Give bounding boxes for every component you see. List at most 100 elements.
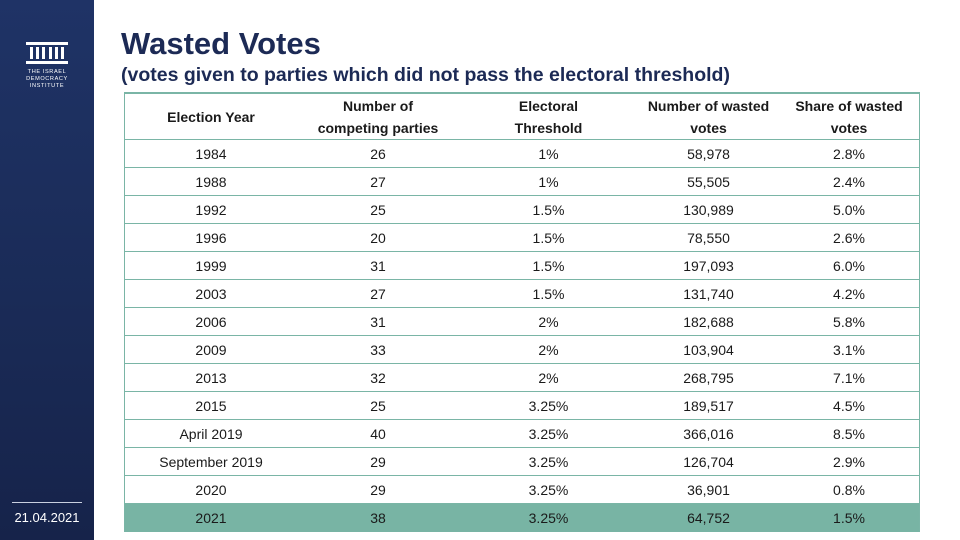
cell-share: 2.8%: [779, 139, 919, 168]
cell-wasted-votes: 197,093: [638, 251, 779, 280]
header-competing-parties: Number of competing parties: [297, 92, 459, 140]
cell-wasted-votes: 182,688: [638, 307, 779, 336]
table-row: 2013 32 2% 268,795 7.1%: [125, 363, 919, 392]
cell-election-year: 2006: [125, 307, 297, 336]
cell-share: 6.0%: [779, 251, 919, 280]
cell-threshold: 1.5%: [459, 223, 638, 252]
cell-competing-parties: 27: [297, 279, 459, 308]
cell-competing-parties: 29: [297, 475, 459, 504]
cell-threshold: 3.25%: [459, 391, 638, 420]
slide-date: 21.04.2021: [14, 510, 80, 525]
cell-share: 2.4%: [779, 167, 919, 196]
cell-election-year: April 2019: [125, 419, 297, 448]
cell-share: 4.5%: [779, 391, 919, 420]
org-name-line: INSTITUTE: [29, 83, 65, 89]
cell-election-year: 2021: [125, 503, 297, 532]
cell-wasted-votes: 36,901: [638, 475, 779, 504]
date-divider: [12, 502, 82, 503]
cell-competing-parties: 38: [297, 503, 459, 532]
wasted-votes-table: Election Year Number of competing parties…: [125, 92, 919, 532]
cell-election-year: 2020: [125, 475, 297, 504]
org-name-line: DEMOCRACY: [26, 76, 68, 82]
header-line: Share of wasted: [795, 97, 903, 114]
cell-election-year: 2015: [125, 391, 297, 420]
org-name-line: THE ISRAEL: [27, 69, 67, 75]
table-row: September 2019 29 3.25% 126,704 2.9%: [125, 447, 919, 476]
org-logo: THE ISRAEL DEMOCRACY INSTITUTE: [22, 40, 72, 90]
header-line: votes: [830, 119, 868, 136]
cell-election-year: 1988: [125, 167, 297, 196]
cell-wasted-votes: 189,517: [638, 391, 779, 420]
table-body: 1984 26 1% 58,978 2.8% 1988 27 1% 55,505 2.4% 1992…: [125, 139, 919, 532]
cell-threshold: 3.25%: [459, 419, 638, 448]
sidebar: THE ISRAEL DEMOCRACY INSTITUTE 21.04.202…: [0, 0, 94, 540]
cell-threshold: 3.25%: [459, 447, 638, 476]
cell-election-year: 2009: [125, 335, 297, 364]
cell-wasted-votes: 268,795: [638, 363, 779, 392]
cell-threshold: 1.5%: [459, 279, 638, 308]
cell-election-year: 1984: [125, 139, 297, 168]
table-row: 1996 20 1.5% 78,550 2.6%: [125, 223, 919, 252]
cell-threshold: 1.5%: [459, 251, 638, 280]
cell-share: 2.6%: [779, 223, 919, 252]
table-row: 2006 31 2% 182,688 5.8%: [125, 307, 919, 336]
cell-wasted-votes: 131,740: [638, 279, 779, 308]
header-row: Election Year Number of competing parties…: [125, 92, 919, 140]
cell-wasted-votes: 130,989: [638, 195, 779, 224]
cell-share: 5.0%: [779, 195, 919, 224]
cell-election-year: September 2019: [125, 447, 297, 476]
table-row: 1984 26 1% 58,978 2.8%: [125, 139, 919, 168]
cell-share: 8.5%: [779, 419, 919, 448]
page-subtitle: (votes given to parties which did not pa…: [121, 64, 730, 86]
table-row: 2020 29 3.25% 36,901 0.8%: [125, 475, 919, 504]
cell-share: 2.9%: [779, 447, 919, 476]
cell-competing-parties: 40: [297, 419, 459, 448]
page-title: Wasted Votes: [121, 26, 321, 61]
header-wasted-votes: Number of wasted votes: [638, 92, 779, 140]
cell-threshold: 1%: [459, 139, 638, 168]
cell-threshold: 3.25%: [459, 503, 638, 532]
cell-threshold: 2%: [459, 307, 638, 336]
cell-competing-parties: 27: [297, 167, 459, 196]
cell-competing-parties: 25: [297, 195, 459, 224]
cell-share: 5.8%: [779, 307, 919, 336]
cell-share: 4.2%: [779, 279, 919, 308]
cell-threshold: 2%: [459, 335, 638, 364]
cell-competing-parties: 31: [297, 251, 459, 280]
cell-threshold: 2%: [459, 363, 638, 392]
table-header: Election Year Number of competing parties…: [125, 92, 919, 140]
building-columns-icon: [26, 42, 68, 64]
cell-threshold: 3.25%: [459, 475, 638, 504]
cell-competing-parties: 26: [297, 139, 459, 168]
header-line: Election Year: [167, 108, 255, 125]
cell-competing-parties: 32: [297, 363, 459, 392]
cell-wasted-votes: 78,550: [638, 223, 779, 252]
cell-share: 1.5%: [779, 503, 919, 532]
cell-election-year: 1992: [125, 195, 297, 224]
table-row: 2021 38 3.25% 64,752 1.5%: [125, 503, 919, 532]
table-row: 1992 25 1.5% 130,989 5.0%: [125, 195, 919, 224]
cell-wasted-votes: 58,978: [638, 139, 779, 168]
cell-competing-parties: 31: [297, 307, 459, 336]
cell-share: 3.1%: [779, 335, 919, 364]
header-line: Threshold: [514, 119, 583, 136]
cell-threshold: 1.5%: [459, 195, 638, 224]
cell-competing-parties: 33: [297, 335, 459, 364]
header-line: competing parties: [317, 119, 439, 136]
cell-election-year: 2003: [125, 279, 297, 308]
cell-election-year: 1999: [125, 251, 297, 280]
cell-competing-parties: 29: [297, 447, 459, 476]
cell-wasted-votes: 64,752: [638, 503, 779, 532]
header-election-year: Election Year: [125, 92, 297, 140]
wasted-votes-table-container: Election Year Number of competing parties…: [124, 92, 920, 532]
cell-share: 7.1%: [779, 363, 919, 392]
table-row: 1999 31 1.5% 197,093 6.0%: [125, 251, 919, 280]
table-row: 1988 27 1% 55,505 2.4%: [125, 167, 919, 196]
header-line: votes: [690, 119, 727, 136]
header-line: Number of wasted: [647, 97, 770, 114]
cell-threshold: 1%: [459, 167, 638, 196]
header-line: Number of: [343, 97, 413, 114]
cell-wasted-votes: 103,904: [638, 335, 779, 364]
header-line: Electoral: [518, 97, 579, 114]
table-row: 2009 33 2% 103,904 3.1%: [125, 335, 919, 364]
